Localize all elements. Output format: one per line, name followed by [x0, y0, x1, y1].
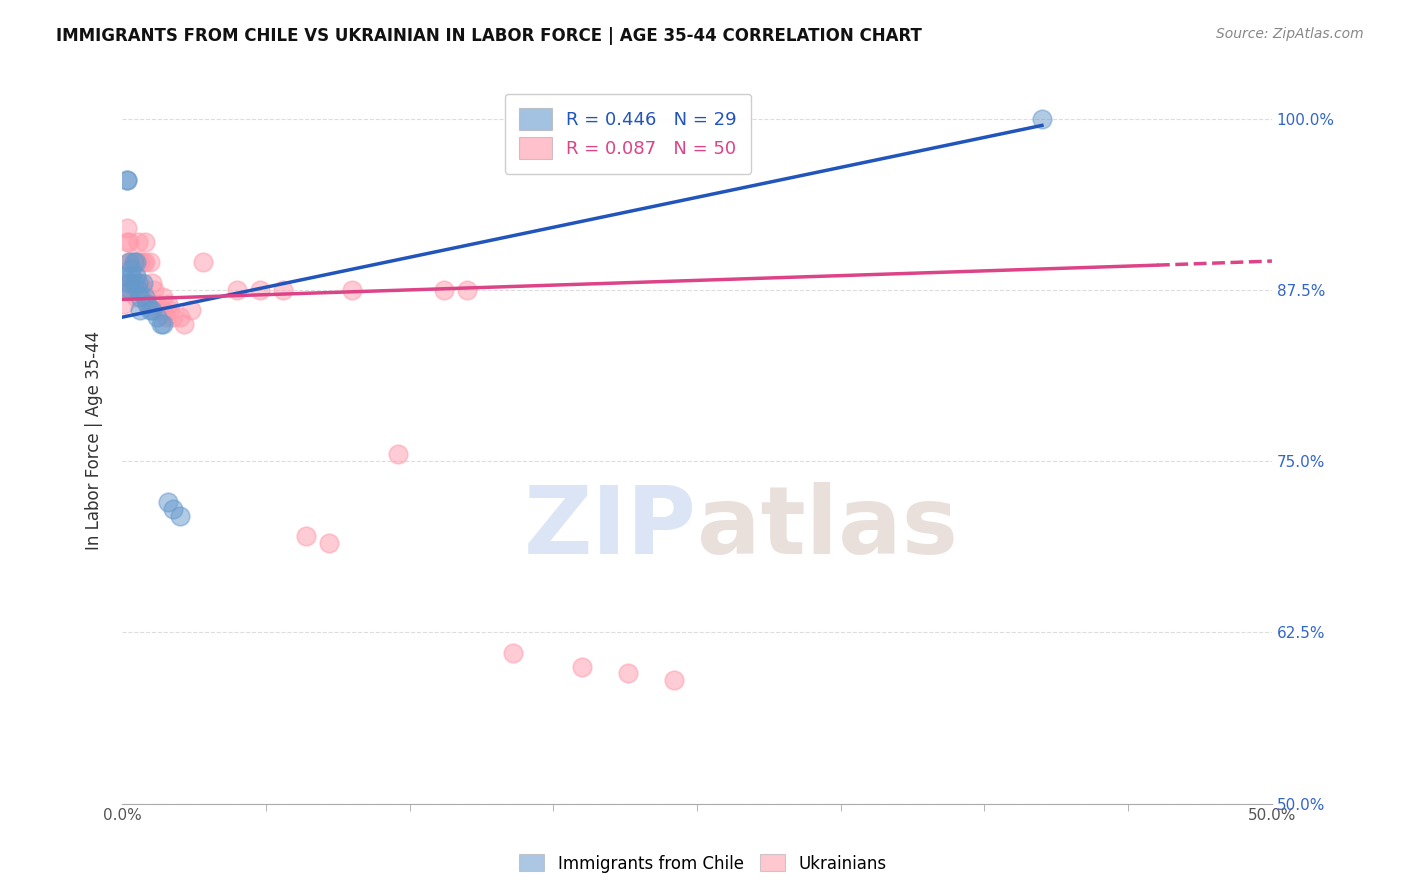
Point [125, 290, 148, 304]
Point [155, 310, 177, 325]
Point [138, 303, 160, 318]
Point [134, 290, 156, 304]
Point [122, 283, 145, 297]
Text: Source: ZipAtlas.com: Source: ZipAtlas.com [1216, 27, 1364, 41]
Point [169, 310, 191, 325]
Point [502, 646, 524, 660]
Point [125, 255, 148, 269]
Point [122, 255, 145, 269]
Point [162, 310, 184, 325]
Point [127, 235, 149, 249]
Legend: Immigrants from Chile, Ukrainians: Immigrants from Chile, Ukrainians [513, 847, 893, 880]
Point [340, 283, 363, 297]
Point [134, 235, 156, 249]
Point [150, 317, 173, 331]
Point [115, 221, 138, 235]
Point [129, 303, 152, 318]
Point [118, 276, 141, 290]
Point [152, 290, 174, 304]
Point [127, 255, 149, 269]
Point [127, 276, 149, 290]
Point [617, 666, 640, 681]
Point [152, 303, 174, 318]
Point [127, 283, 149, 297]
Point [132, 276, 155, 290]
Point [122, 255, 145, 269]
Point [662, 673, 685, 688]
Point [159, 303, 181, 318]
Point [169, 508, 191, 523]
Point [120, 262, 142, 277]
Point [129, 290, 152, 304]
Point [136, 296, 159, 310]
Point [318, 536, 340, 550]
Point [115, 173, 138, 187]
Point [118, 255, 141, 269]
Point [148, 303, 170, 318]
Point [134, 255, 156, 269]
Point [120, 269, 142, 284]
Point [132, 255, 155, 269]
Point [112, 283, 135, 297]
Point [118, 276, 141, 290]
Point [112, 296, 135, 310]
Point [173, 317, 195, 331]
Point [387, 447, 409, 461]
Legend: R = 0.446   N = 29, R = 0.087   N = 50: R = 0.446 N = 29, R = 0.087 N = 50 [505, 94, 751, 174]
Point [115, 235, 138, 249]
Y-axis label: In Labor Force | Age 35-44: In Labor Force | Age 35-44 [86, 331, 103, 550]
Point [141, 303, 163, 318]
Point [120, 283, 142, 297]
Point [456, 283, 478, 297]
Point [118, 283, 141, 297]
Point [249, 283, 271, 297]
Text: atlas: atlas [697, 482, 957, 574]
Point [138, 255, 160, 269]
Point [136, 296, 159, 310]
Point [132, 283, 155, 297]
Point [141, 276, 163, 290]
Point [571, 659, 593, 673]
Point [118, 255, 141, 269]
Point [157, 495, 180, 509]
Point [162, 502, 184, 516]
Point [143, 283, 166, 297]
Point [191, 255, 214, 269]
Point [226, 283, 249, 297]
Point [433, 283, 456, 297]
Point [1031, 112, 1053, 126]
Text: IMMIGRANTS FROM CHILE VS UKRAINIAN IN LABOR FORCE | AGE 35-44 CORRELATION CHART: IMMIGRANTS FROM CHILE VS UKRAINIAN IN LA… [56, 27, 922, 45]
Point [120, 255, 142, 269]
Point [157, 296, 180, 310]
Point [118, 235, 141, 249]
Text: ZIP: ZIP [524, 482, 697, 574]
Point [129, 276, 152, 290]
Point [125, 269, 148, 284]
Point [271, 283, 294, 297]
Point [145, 296, 167, 310]
Point [115, 173, 138, 187]
Point [295, 529, 318, 543]
Point [125, 255, 148, 269]
Point [180, 303, 202, 318]
Point [112, 269, 135, 284]
Point [129, 255, 152, 269]
Point [145, 310, 167, 325]
Point [120, 276, 142, 290]
Point [152, 317, 174, 331]
Point [122, 276, 145, 290]
